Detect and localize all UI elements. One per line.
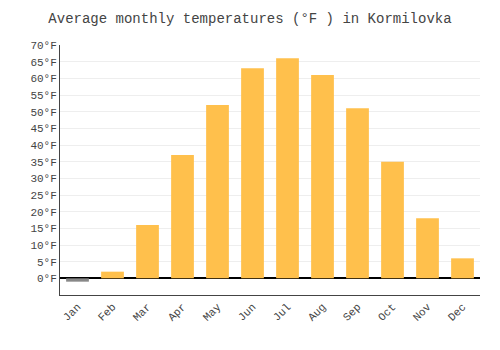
- svg-text:Jan: Jan: [61, 301, 83, 323]
- svg-text:Oct: Oct: [376, 301, 398, 323]
- svg-text:60°F: 60°F: [30, 73, 56, 85]
- svg-text:5°F: 5°F: [37, 257, 57, 269]
- svg-text:May: May: [201, 301, 224, 324]
- svg-text:70°F: 70°F: [30, 40, 56, 52]
- svg-text:20°F: 20°F: [30, 207, 56, 219]
- svg-text:Jun: Jun: [236, 301, 258, 323]
- svg-text:Jul: Jul: [271, 301, 293, 323]
- svg-text:Nov: Nov: [411, 301, 434, 324]
- svg-text:0°F: 0°F: [37, 273, 57, 285]
- svg-text:35°F: 35°F: [30, 157, 56, 169]
- svg-text:50°F: 50°F: [30, 107, 56, 119]
- svg-text:Apr: Apr: [166, 301, 188, 323]
- svg-text:Feb: Feb: [96, 301, 118, 323]
- svg-text:65°F: 65°F: [30, 57, 56, 69]
- svg-text:25°F: 25°F: [30, 190, 56, 202]
- svg-text:45°F: 45°F: [30, 123, 56, 135]
- svg-text:15°F: 15°F: [30, 223, 56, 235]
- svg-text:Average monthly temperatures (: Average monthly temperatures (°F ) in Ko…: [48, 11, 451, 27]
- svg-text:40°F: 40°F: [30, 140, 56, 152]
- svg-text:55°F: 55°F: [30, 90, 56, 102]
- svg-text:Dec: Dec: [446, 301, 468, 323]
- svg-text:10°F: 10°F: [30, 240, 56, 252]
- svg-text:Mar: Mar: [131, 301, 153, 323]
- svg-text:Sep: Sep: [341, 301, 363, 323]
- svg-text:Aug: Aug: [306, 301, 328, 323]
- svg-text:30°F: 30°F: [30, 173, 56, 185]
